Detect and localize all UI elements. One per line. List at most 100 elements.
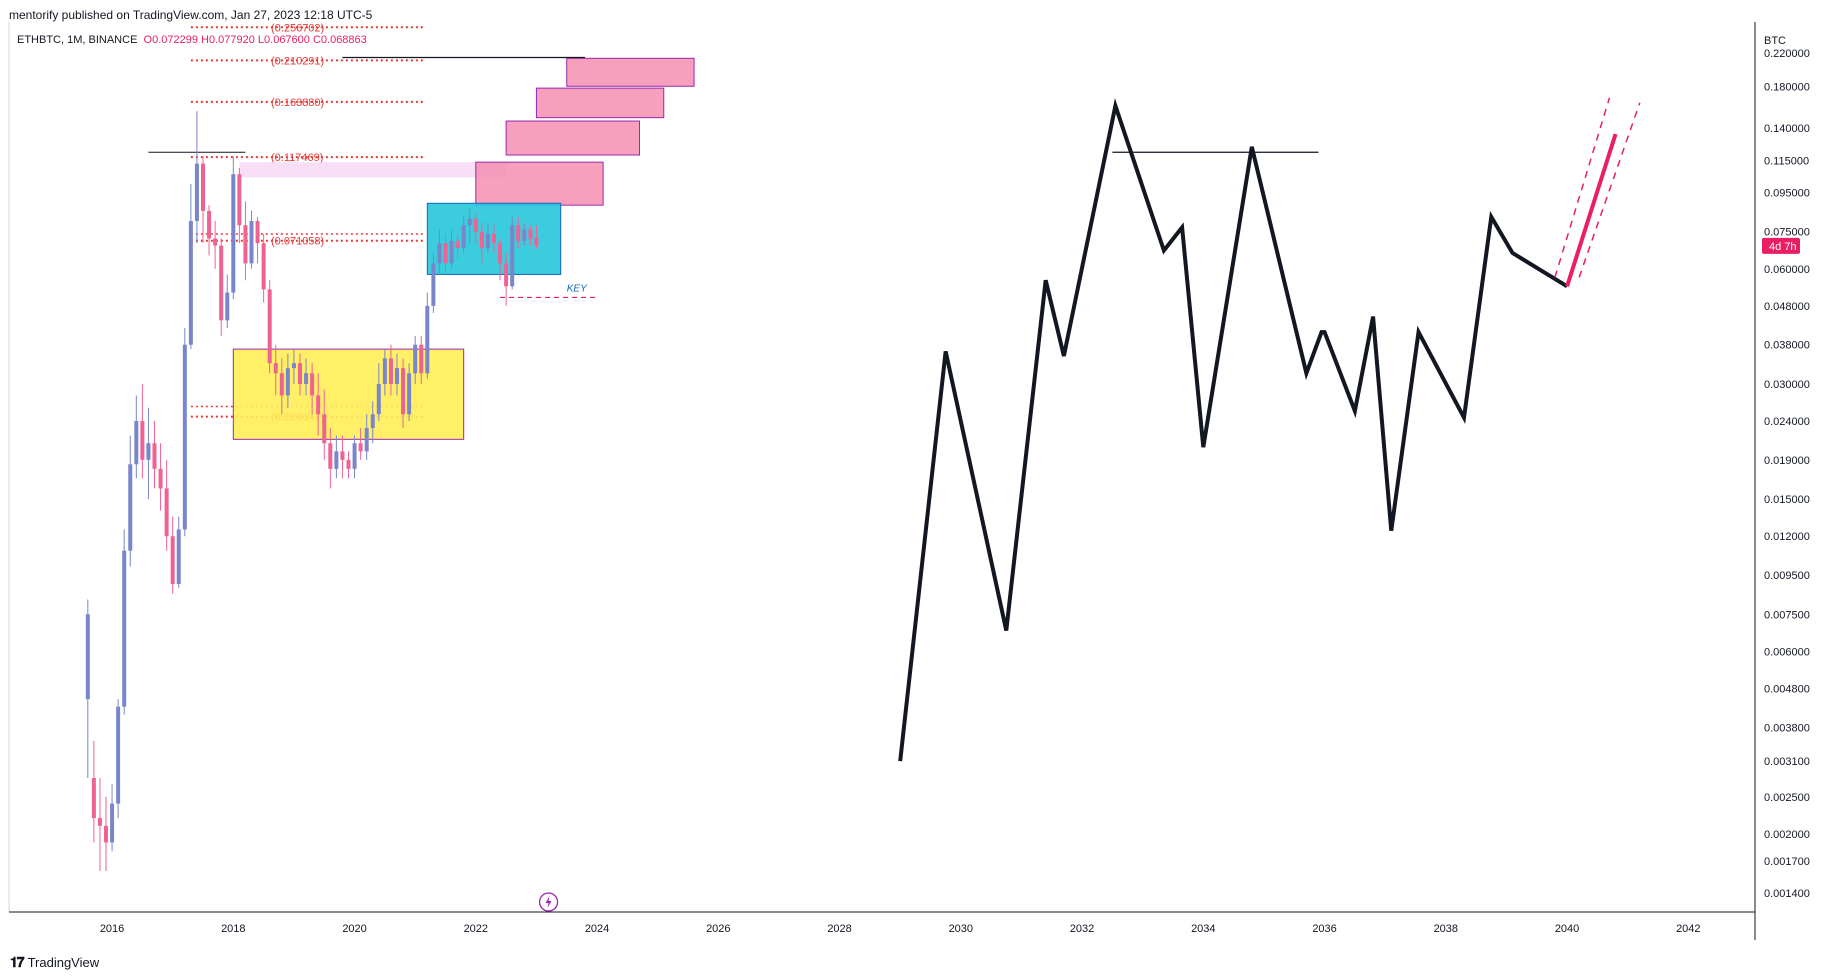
price-tick-label: 0.075000 (1764, 227, 1810, 239)
projection-path (898, 98, 1569, 762)
pink-zone-box[interactable] (535, 87, 665, 119)
price-tick-label: 0.030000 (1764, 379, 1810, 391)
candle-body (449, 240, 454, 264)
candle-body (395, 368, 399, 384)
candle-body (267, 289, 272, 364)
candle-body (219, 245, 224, 321)
candle-body (504, 263, 509, 287)
time-tick-label: 2032 (1070, 923, 1094, 935)
candle-body (310, 373, 315, 396)
time-tick-label: 2020 (342, 923, 366, 935)
price-tick-label: 0.015000 (1764, 494, 1810, 506)
candle-body (388, 358, 393, 384)
time-tick-label: 2040 (1555, 923, 1579, 935)
projection-lines: KEY (342, 56, 1641, 762)
candle-body (182, 344, 187, 530)
candle-body (194, 163, 199, 221)
candle-body (376, 383, 381, 415)
time-tick-label: 2026 (706, 923, 730, 935)
candle-body (255, 220, 260, 244)
candle-body (516, 225, 521, 241)
candle-body (110, 803, 115, 843)
candle-body (419, 344, 424, 374)
time-axis: 2016 2018 2020 2022 2024 2026 2028 2030 2032 2034… (100, 892, 1701, 935)
tradingview-logo-icon: 𝟏𝟕 (10, 954, 25, 970)
candle-body (134, 421, 139, 465)
candle-body (304, 373, 309, 384)
price-tick-label: 0.012000 (1764, 531, 1810, 543)
price-tick-label: 0.140000 (1764, 123, 1810, 135)
price-tick-label: 0.038000 (1764, 340, 1810, 352)
candle-body (328, 443, 333, 469)
candle-body (510, 225, 515, 287)
forecast-arrow-line (1565, 133, 1618, 287)
candle-body (237, 174, 242, 226)
candle-body (522, 229, 527, 241)
price-tick-label: 0.003800 (1764, 722, 1810, 734)
fib-level-label: (0.163880) (271, 97, 324, 109)
candle-body (164, 488, 169, 537)
time-tick-label: 2028 (827, 923, 851, 935)
candle-body (291, 363, 296, 369)
price-tick-label: 0.019000 (1764, 455, 1810, 467)
candle-body (261, 243, 266, 290)
ohlc-values: O0.072299 H0.077920 L0.067600 C0.068863 (143, 34, 367, 46)
candle-body (461, 225, 466, 249)
price-tick-label: 0.001700 (1764, 856, 1810, 868)
candle-body (498, 243, 503, 264)
time-tick-label: 2024 (585, 923, 609, 935)
candle-body (413, 344, 418, 374)
candle-body (116, 706, 121, 804)
price-axis-currency: BTC (1764, 35, 1786, 47)
candle-body (249, 220, 254, 264)
candle-body (298, 363, 302, 384)
price-tick-label: 0.001400 (1764, 888, 1810, 900)
candle-body (243, 225, 248, 264)
price-tick-label: 0.024000 (1764, 416, 1810, 428)
candle-body (358, 443, 363, 452)
candle-body (479, 231, 484, 249)
price-tick-label: 0.115000 (1764, 156, 1809, 168)
countdown-text: 4d 7h (1769, 241, 1797, 253)
candle-body (85, 614, 90, 700)
time-tick-label: 2016 (100, 923, 124, 935)
candle-body (122, 550, 127, 707)
candle-body (528, 229, 533, 239)
key-label: KEY (567, 283, 588, 294)
candle-body (273, 363, 278, 374)
pink-zone-box[interactable] (566, 57, 695, 87)
candle-body (431, 263, 436, 306)
candle-body (152, 443, 157, 469)
time-tick-label: 2018 (221, 923, 245, 935)
candle-body (128, 464, 133, 551)
candle-body (407, 373, 412, 415)
time-tick-label: 2022 (464, 923, 488, 935)
pink-zone-box[interactable] (505, 120, 640, 156)
pink-zone-box[interactable] (475, 161, 604, 206)
candle-body (534, 237, 539, 246)
candle-body (91, 778, 96, 819)
candlesticks (85, 111, 539, 871)
time-tick-label: 2036 (1312, 923, 1336, 935)
candle-body (382, 358, 387, 384)
candle-body (437, 243, 442, 264)
candle-body (201, 163, 205, 211)
candle-body (467, 218, 472, 226)
symbol-name[interactable]: ETHBTC, 1M, BINANCE (17, 34, 138, 46)
price-tick-label: 0.048000 (1764, 301, 1810, 313)
forecast-channel-lower (1578, 102, 1641, 278)
candle-body (473, 218, 478, 232)
candle-body (455, 240, 460, 249)
lightning-glyph (545, 896, 552, 908)
candle-body (158, 468, 163, 489)
yellow-zone-box[interactable] (232, 348, 465, 440)
candle-body (279, 373, 284, 396)
symbol-info: ETHBTC, 1M, BINANCE O0.072299 H0.077920 … (17, 34, 367, 46)
candle-body (334, 451, 339, 469)
time-tick-label: 2042 (1676, 923, 1700, 935)
light-pink-zone-box[interactable] (239, 162, 507, 178)
candle-body (170, 536, 175, 585)
candle-body (346, 459, 351, 469)
